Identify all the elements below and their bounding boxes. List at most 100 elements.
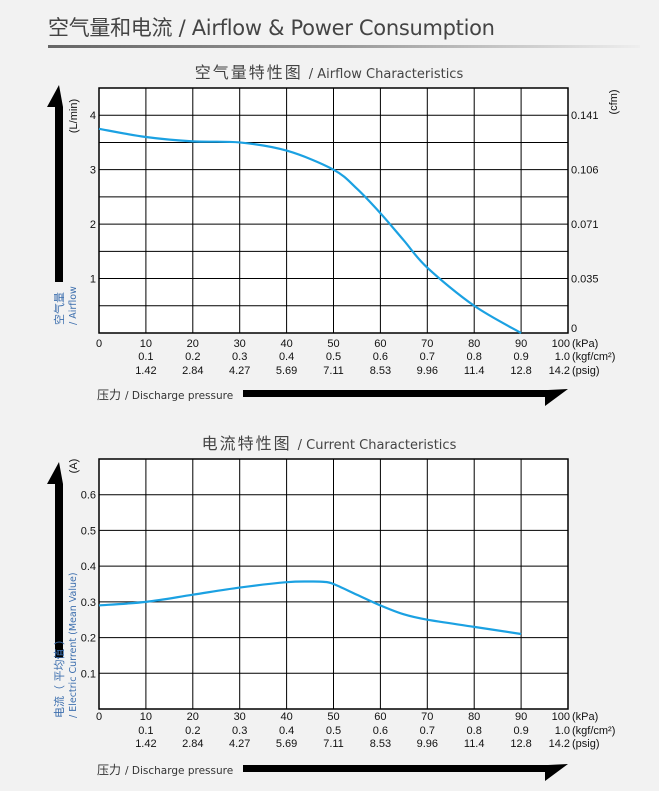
x-tick-label: 0.8 <box>467 725 482 737</box>
x-axis-label: 压力 / Discharge pressure <box>97 763 233 777</box>
y2-tick-label: 0.141 <box>571 110 599 122</box>
x-tick-label: 70 <box>421 338 433 350</box>
y-tick-label: 0.2 <box>81 633 96 645</box>
x-tick-label: 0.2 <box>185 725 200 737</box>
y-tick-label: 1 <box>90 274 96 286</box>
x-tick-label: 7.11 <box>323 738 344 750</box>
y2-tick-label: 0.071 <box>571 219 599 231</box>
x-tick-label: 80 <box>468 338 480 350</box>
chart-2: 电流特性图 / Current Characteristics 0.1 0.2 0.3 0… <box>47 434 615 781</box>
chart-title: 电流特性图 / Current Characteristics <box>202 434 457 453</box>
x-tick-label: 0.6 <box>373 725 388 737</box>
x-tick-label: 60 <box>374 338 386 350</box>
y-axis-label-cn: 空气量 <box>52 292 66 325</box>
chart-title-en: / Airflow Characteristics <box>309 67 464 82</box>
y-tick-label: 0.3 <box>81 597 96 609</box>
page-title: 空气量和电流 / Airflow & Power Consumption <box>48 16 495 40</box>
x-tick-label: 1.42 <box>135 365 156 377</box>
y2-tick-label: 0 <box>571 323 577 335</box>
x-tick-label: 0.4 <box>279 351 294 363</box>
y-tick-label: 3 <box>90 165 96 177</box>
x-tick-label: 70 <box>421 711 433 723</box>
x-axis-arrow-icon <box>243 764 568 781</box>
chart-title-cn: 电流特性图 <box>202 434 292 453</box>
x-axis-label-en: / Discharge pressure <box>125 390 233 402</box>
y-axis-arrow-icon <box>47 462 63 658</box>
x-axis-label-cn: 压力 <box>97 763 121 777</box>
x-tick-label: 0.1 <box>138 725 153 737</box>
y-tick-label: 0.6 <box>81 490 96 502</box>
x-tick-label: 50 <box>327 338 339 350</box>
chart-1: 空气量特性图 / Airflow Characteristics 1 2 3 40 0.03… <box>47 63 620 406</box>
x-tick-label: 0.4 <box>279 725 294 737</box>
x-tick-label: 100 <box>552 711 570 723</box>
y-axis-label-en: / Airflow <box>68 286 79 325</box>
data-series-line <box>98 580 522 636</box>
x-tick-label: 40 <box>280 711 292 723</box>
x-tick-label: 5.69 <box>276 738 297 750</box>
x-tick-label: 90 <box>515 338 527 350</box>
x-tick-label: 2.84 <box>182 738 203 750</box>
x-tick-label: 0 <box>96 338 102 350</box>
y2-tick-label: 0.106 <box>571 165 599 177</box>
x-tick-label: 1.42 <box>135 738 156 750</box>
x-axis-label-en: / Discharge pressure <box>125 765 233 777</box>
chart-title-en: / Current Characteristics <box>298 438 457 453</box>
x-tick-label: 50 <box>327 711 339 723</box>
x-tick-label: 0.6 <box>373 351 388 363</box>
x-tick-label: 0.9 <box>513 725 528 737</box>
x-tick-label: 30 <box>234 338 246 350</box>
x-unit-label: (psig) <box>572 738 600 750</box>
y-axis-arrow-icon <box>47 85 63 282</box>
y-unit-label: (A) <box>68 459 80 474</box>
x-tick-label: 0 <box>96 711 102 723</box>
x-tick-label: 0.1 <box>138 351 153 363</box>
x-tick-label: 0.8 <box>467 351 482 363</box>
x-tick-label: 90 <box>515 711 527 723</box>
x-tick-label: 11.4 <box>464 738 485 750</box>
x-unit-label: (kPa) <box>572 711 598 723</box>
data-series-line <box>98 127 522 334</box>
x-tick-label: 1.0 <box>555 725 570 737</box>
x-tick-label: 20 <box>187 338 199 350</box>
x-tick-label: 10 <box>140 711 152 723</box>
chart-title-cn: 空气量特性图 <box>195 63 303 82</box>
x-tick-label: 11.4 <box>464 365 485 377</box>
x-tick-label: 14.2 <box>549 365 570 377</box>
y-tick-label: 0.4 <box>81 561 96 573</box>
x-tick-label: 0.2 <box>185 351 200 363</box>
x-tick-label: 12.8 <box>510 738 531 750</box>
x-tick-label: 14.2 <box>549 738 570 750</box>
chart-title: 空气量特性图 / Airflow Characteristics <box>195 63 464 82</box>
y2-tick-label: 0.035 <box>571 274 599 286</box>
x-tick-label: 100 <box>552 338 570 350</box>
x-tick-label: 8.53 <box>370 365 391 377</box>
x-tick-label: 0.7 <box>420 725 435 737</box>
y-axis-label-en: / Electric Current (Mean Value) <box>68 572 79 718</box>
x-tick-label: 0.5 <box>326 725 341 737</box>
x-tick-label: 30 <box>234 711 246 723</box>
x-tick-label: 2.84 <box>182 365 203 377</box>
x-axis-label-cn: 压力 <box>97 388 121 402</box>
x-tick-label: 4.27 <box>229 738 250 750</box>
x-unit-label: (kgf/cm²) <box>572 725 615 737</box>
y-axis-label-cn: 电流（ 平均值 ） <box>52 634 66 718</box>
y-tick-label: 2 <box>90 219 96 231</box>
x-tick-label: 0.3 <box>232 725 247 737</box>
x-tick-label: 20 <box>187 711 199 723</box>
x-tick-label: 10 <box>140 338 152 350</box>
x-unit-label: (psig) <box>572 365 600 377</box>
x-tick-label: 80 <box>468 711 480 723</box>
x-tick-label: 8.53 <box>370 738 391 750</box>
x-unit-label: (kgf/cm²) <box>572 351 615 363</box>
x-tick-label: 1.0 <box>555 351 570 363</box>
x-tick-label: 0.3 <box>232 351 247 363</box>
x-tick-label: 9.96 <box>417 365 438 377</box>
y2-unit-label: (cfm) <box>608 89 620 114</box>
x-tick-label: 0.5 <box>326 351 341 363</box>
y-tick-label: 0.1 <box>81 668 96 680</box>
x-tick-label: 12.8 <box>510 365 531 377</box>
x-unit-label: (kPa) <box>572 338 598 350</box>
y-unit-label: (L/min) <box>68 99 80 133</box>
x-tick-label: 40 <box>280 338 292 350</box>
